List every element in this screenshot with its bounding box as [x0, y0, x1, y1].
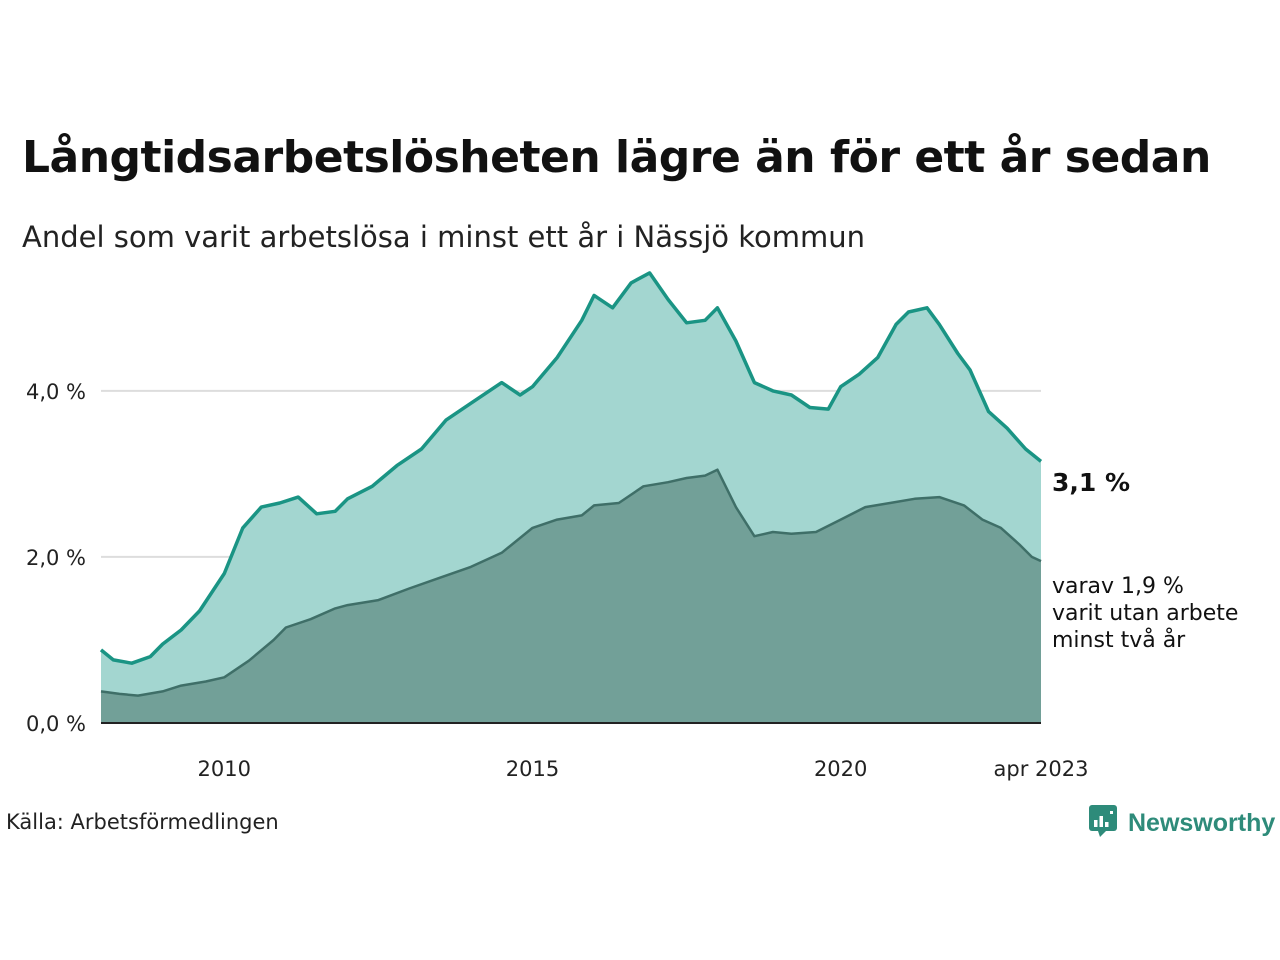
total-end-label: 3,1 %: [1052, 468, 1130, 497]
sub-end-label-3: minst två år: [1052, 627, 1186, 653]
chart-subtitle: Andel som varit arbetslösa i minst ett å…: [22, 220, 865, 254]
y-tick-label-0: 0,0 %: [26, 712, 86, 736]
y-tick-label-2: 4,0 %: [26, 380, 86, 404]
y-tick-label-1: 2,0 %: [26, 546, 86, 570]
total-line: [99, 271, 1043, 665]
chart-title: Långtidsarbetslösheten lägre än för ett …: [22, 132, 1211, 183]
sub-end-label-2: varit utan arbete: [1052, 601, 1238, 626]
y-tick-labels: 0,0 % 2,0 % 4,0 %: [26, 380, 86, 736]
x-tick-label-2: 2020: [814, 757, 867, 781]
brand-logo[interactable]: Newsworthy: [1088, 804, 1275, 842]
sub-end-label-1: varav 1,9 %: [1052, 574, 1184, 599]
x-tick-label-3: apr 2023: [994, 757, 1089, 781]
newsworthy-logo-icon: [1088, 804, 1118, 842]
x-tick-label-0: 2010: [198, 757, 251, 781]
x-tick-label-1: 2015: [506, 757, 559, 781]
x-tick-labels: 2010 2015 2020 apr 2023: [198, 757, 1089, 781]
sub-line: [100, 468, 1042, 697]
brand-name: Newsworthy: [1128, 808, 1276, 837]
source-note: Källa: Arbetsförmedlingen: [6, 810, 279, 834]
